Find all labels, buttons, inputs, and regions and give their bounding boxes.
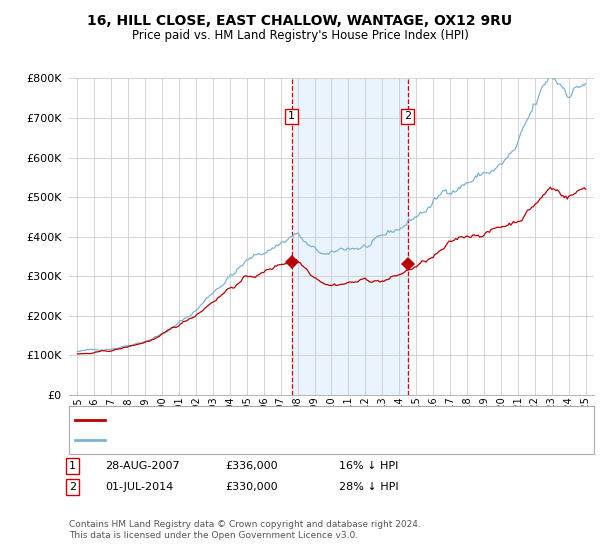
Text: 2: 2 xyxy=(69,482,76,492)
Bar xyxy=(292,78,408,395)
Text: 2: 2 xyxy=(404,111,411,122)
Text: 28% ↓ HPI: 28% ↓ HPI xyxy=(339,482,398,492)
Text: £336,000: £336,000 xyxy=(225,461,278,471)
Text: HPI: Average price, detached house, Vale of White Horse: HPI: Average price, detached house, Vale… xyxy=(111,435,394,445)
Text: 28-AUG-2007: 28-AUG-2007 xyxy=(105,461,179,471)
Text: 01-JUL-2014: 01-JUL-2014 xyxy=(105,482,173,492)
Text: 16, HILL CLOSE, EAST CHALLOW, WANTAGE, OX12 9RU: 16, HILL CLOSE, EAST CHALLOW, WANTAGE, O… xyxy=(88,14,512,28)
Text: 1: 1 xyxy=(69,461,76,471)
Text: 16, HILL CLOSE, EAST CHALLOW, WANTAGE, OX12 9RU (detached house): 16, HILL CLOSE, EAST CHALLOW, WANTAGE, O… xyxy=(111,415,475,425)
Text: £330,000: £330,000 xyxy=(225,482,278,492)
Text: Contains HM Land Registry data © Crown copyright and database right 2024.
This d: Contains HM Land Registry data © Crown c… xyxy=(69,520,421,540)
Text: Price paid vs. HM Land Registry's House Price Index (HPI): Price paid vs. HM Land Registry's House … xyxy=(131,29,469,42)
Text: 16% ↓ HPI: 16% ↓ HPI xyxy=(339,461,398,471)
Text: 1: 1 xyxy=(288,111,295,122)
